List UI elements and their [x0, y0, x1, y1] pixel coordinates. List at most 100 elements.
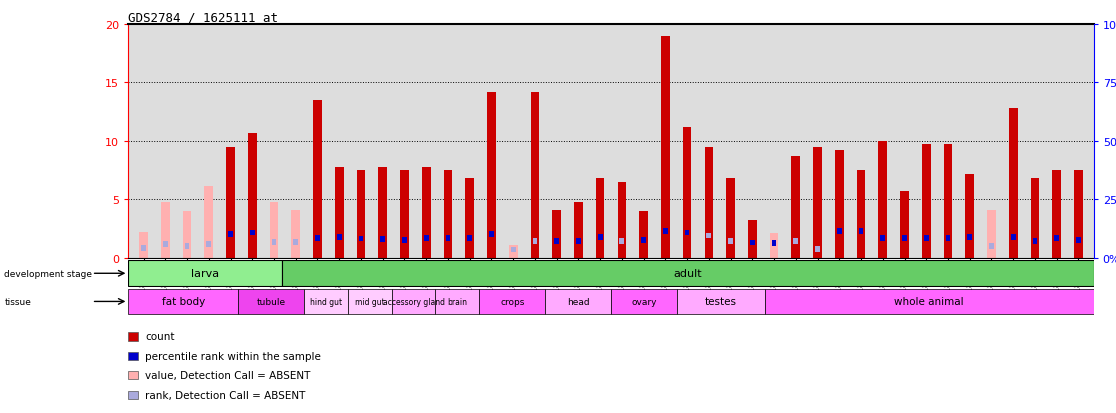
Bar	[511, 247, 516, 253]
Bar	[704, 147, 713, 258]
Text: adult: adult	[673, 268, 702, 279]
Bar	[314, 101, 321, 258]
Bar	[291, 210, 300, 258]
Bar	[424, 235, 429, 241]
Bar	[764, 289, 1094, 315]
Bar	[445, 235, 451, 241]
Bar	[348, 289, 392, 315]
Bar	[771, 241, 777, 247]
Bar	[837, 228, 841, 234]
Text: accessory gland: accessory gland	[383, 297, 444, 306]
Bar	[480, 289, 546, 315]
Bar	[184, 244, 190, 249]
Text: tubule: tubule	[257, 297, 286, 306]
Bar	[128, 289, 238, 315]
Text: mid gut: mid gut	[355, 297, 385, 306]
Bar	[881, 235, 885, 241]
Bar	[791, 157, 800, 258]
Bar	[238, 289, 304, 315]
Bar	[965, 174, 974, 258]
Bar	[337, 235, 341, 240]
Text: crops: crops	[500, 297, 525, 306]
Bar	[945, 235, 951, 241]
Bar	[163, 242, 167, 247]
Bar	[663, 228, 667, 234]
Bar	[642, 238, 646, 244]
Bar	[358, 236, 364, 242]
Bar	[1052, 171, 1061, 258]
Bar	[206, 242, 211, 247]
Bar	[546, 289, 612, 315]
Text: whole animal: whole animal	[894, 297, 964, 307]
Bar	[988, 210, 995, 258]
Bar	[487, 93, 496, 258]
Bar	[598, 234, 603, 240]
Bar	[1074, 171, 1083, 258]
Bar	[392, 289, 435, 315]
Bar	[282, 261, 1094, 287]
Text: testes: testes	[704, 297, 737, 307]
Bar	[878, 142, 887, 258]
Bar	[465, 179, 474, 258]
Bar	[468, 235, 472, 241]
Bar	[248, 133, 257, 258]
Bar	[924, 235, 929, 241]
Text: brain: brain	[448, 297, 468, 306]
Bar	[750, 240, 754, 246]
Bar	[140, 233, 148, 258]
Bar	[1011, 235, 1016, 240]
Bar	[619, 238, 624, 244]
Bar	[422, 167, 431, 258]
Bar	[748, 221, 757, 258]
Bar	[270, 202, 278, 258]
Bar	[532, 239, 537, 245]
Bar	[128, 261, 282, 287]
Text: ovary: ovary	[632, 297, 656, 306]
Bar	[294, 240, 298, 245]
Bar	[141, 246, 146, 252]
Bar	[683, 128, 692, 258]
Bar	[228, 231, 233, 237]
Bar	[770, 234, 779, 258]
Bar	[857, 171, 865, 258]
Bar	[315, 235, 320, 241]
Bar	[183, 211, 191, 258]
Text: head: head	[567, 297, 589, 306]
Bar	[706, 233, 711, 239]
Text: value, Detection Call = ABSENT: value, Detection Call = ABSENT	[145, 370, 310, 380]
Bar	[552, 210, 561, 258]
Text: development stage: development stage	[4, 269, 93, 278]
Bar	[661, 36, 670, 258]
Text: larva: larva	[191, 268, 219, 279]
Bar	[612, 289, 676, 315]
Bar	[357, 171, 365, 258]
Bar	[1032, 239, 1038, 245]
Bar	[443, 171, 452, 258]
Bar	[617, 182, 626, 258]
Bar	[509, 245, 518, 258]
Bar	[1009, 109, 1018, 258]
Text: percentile rank within the sample: percentile rank within the sample	[145, 351, 321, 361]
Text: hind gut: hind gut	[310, 297, 341, 306]
Text: fat body: fat body	[162, 297, 205, 307]
Bar	[381, 237, 385, 242]
Bar	[968, 234, 972, 240]
Bar	[685, 230, 690, 236]
Bar	[944, 145, 952, 258]
Bar	[1076, 238, 1081, 244]
Bar	[815, 246, 820, 252]
Bar	[250, 230, 254, 236]
Bar	[1031, 179, 1039, 258]
Bar	[402, 238, 407, 244]
Text: count: count	[145, 332, 174, 342]
Bar	[1055, 235, 1059, 241]
Bar	[729, 239, 733, 245]
Bar	[989, 244, 994, 249]
Bar	[596, 179, 605, 258]
Text: tissue: tissue	[4, 297, 31, 306]
Bar	[555, 238, 559, 244]
Bar	[793, 239, 798, 245]
Bar	[204, 187, 213, 258]
Bar	[639, 211, 648, 258]
Text: rank, Detection Call = ABSENT: rank, Detection Call = ABSENT	[145, 390, 306, 400]
